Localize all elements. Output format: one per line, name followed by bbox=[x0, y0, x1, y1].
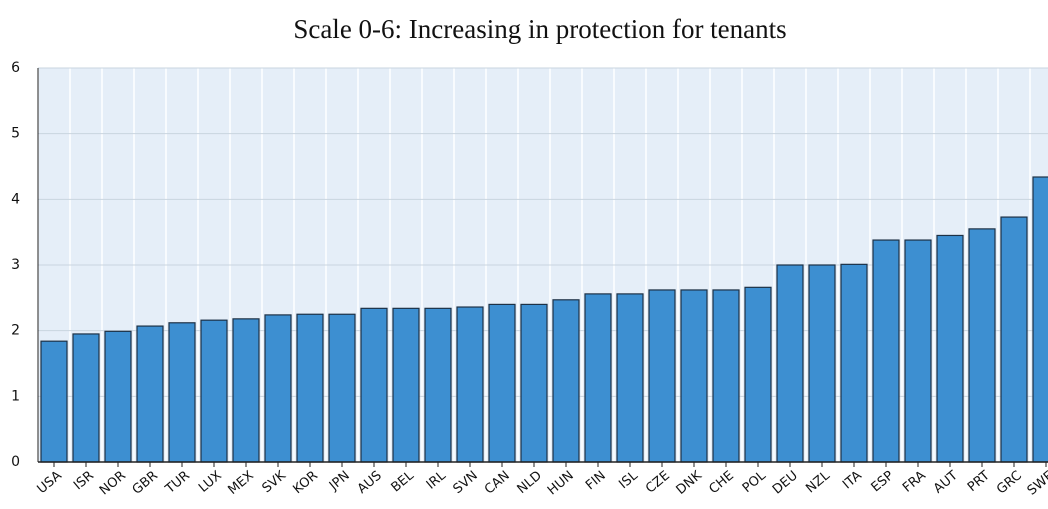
x-tick-label: JPN bbox=[326, 468, 353, 494]
x-tick-label: GRC bbox=[994, 468, 1025, 497]
x-tick-label: NZL bbox=[803, 468, 833, 497]
x-tick-label: SWE bbox=[1025, 468, 1048, 498]
x-tick-label: SVN bbox=[451, 468, 481, 497]
bar bbox=[552, 299, 580, 463]
bar bbox=[488, 303, 516, 463]
y-tick-label: 1 bbox=[11, 388, 20, 404]
bar bbox=[424, 307, 452, 463]
bar bbox=[808, 264, 836, 463]
x-tick-label: NOR bbox=[97, 468, 129, 498]
x-tick-label: FRA bbox=[900, 468, 929, 496]
bar bbox=[648, 289, 676, 463]
bar bbox=[936, 234, 964, 463]
bar bbox=[264, 314, 292, 463]
bar bbox=[456, 306, 484, 463]
bar bbox=[520, 303, 548, 463]
x-tick-label: GBR bbox=[130, 468, 161, 498]
x-tick-label: CAN bbox=[482, 468, 513, 497]
y-tick-label: 3 bbox=[11, 257, 20, 273]
bar bbox=[392, 307, 420, 463]
bar bbox=[968, 228, 996, 463]
y-tick-label: 6 bbox=[11, 60, 20, 76]
x-tick-label: CHE bbox=[706, 468, 736, 497]
y-tick-label: 5 bbox=[11, 126, 20, 142]
y-tick-label: 2 bbox=[11, 323, 20, 339]
bar bbox=[872, 239, 900, 463]
x-tick-label: NLD bbox=[515, 468, 545, 497]
x-tick-label: ISL bbox=[616, 468, 641, 492]
x-tick-label: USA bbox=[35, 468, 65, 497]
bar bbox=[40, 340, 68, 463]
bar bbox=[232, 318, 260, 463]
bar bbox=[200, 319, 228, 463]
x-tick-label: AUS bbox=[355, 468, 385, 497]
bar bbox=[904, 239, 932, 463]
y-tick-label: 0 bbox=[11, 454, 20, 470]
bar bbox=[744, 286, 772, 463]
x-tick-label: ESP bbox=[869, 468, 897, 495]
x-tick-label: IRL bbox=[424, 468, 450, 493]
bar bbox=[360, 307, 388, 463]
bar bbox=[328, 313, 356, 463]
x-tick-label: PRT bbox=[965, 468, 993, 495]
chart-title: Scale 0-6: Increasing in protection for … bbox=[293, 14, 786, 44]
x-tick-label: TUR bbox=[162, 468, 193, 497]
x-tick-label: ISR bbox=[71, 468, 97, 493]
bar bbox=[584, 293, 612, 463]
bar bbox=[712, 289, 740, 463]
x-tick-label: POL bbox=[740, 468, 770, 496]
bar bbox=[104, 330, 132, 463]
x-tick-label: DNK bbox=[674, 468, 706, 498]
x-tick-label: DEU bbox=[770, 468, 801, 497]
x-tick-label: ITA bbox=[840, 468, 865, 492]
x-tick-label: AUT bbox=[931, 468, 961, 496]
x-tick-label: SVK bbox=[260, 468, 290, 496]
x-tick-label: FIN bbox=[583, 468, 609, 493]
x-tick-label: HUN bbox=[545, 468, 577, 498]
bar bbox=[616, 293, 644, 463]
bar bbox=[680, 289, 708, 463]
bar bbox=[1000, 216, 1028, 463]
x-tick-label: CZE bbox=[643, 468, 673, 496]
y-tick-label: 4 bbox=[11, 191, 20, 207]
bar bbox=[168, 322, 196, 463]
bar bbox=[296, 313, 324, 463]
x-tick-label: KOR bbox=[290, 468, 320, 497]
bar bbox=[72, 333, 100, 463]
bar bbox=[1032, 176, 1048, 463]
bar bbox=[840, 263, 868, 463]
x-tick-label: BEL bbox=[389, 468, 418, 496]
x-tick-label: LUX bbox=[196, 468, 225, 496]
bar bbox=[776, 264, 804, 463]
bar bbox=[136, 325, 164, 463]
x-tick-label: MEX bbox=[225, 468, 256, 498]
